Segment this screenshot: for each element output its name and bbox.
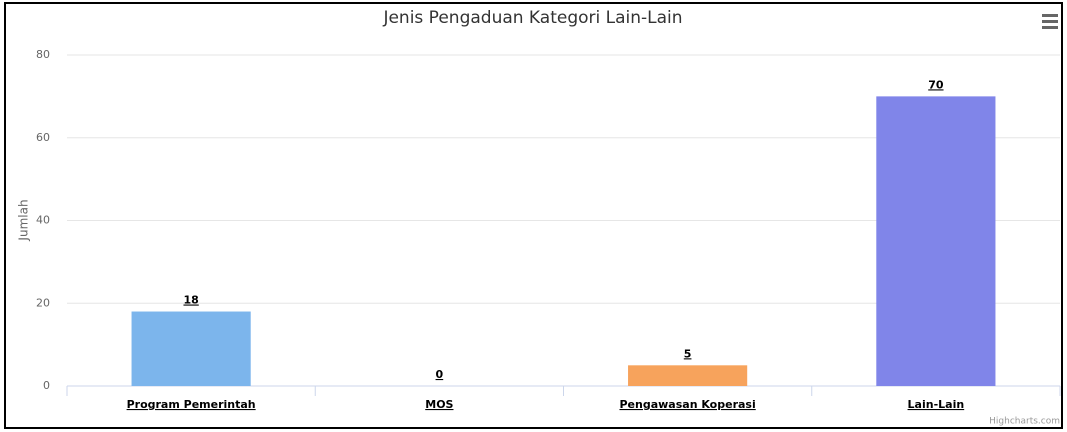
y-tick-label: 20	[36, 296, 50, 309]
x-tick-label: Lain-Lain	[908, 398, 965, 411]
menu-line	[1042, 26, 1058, 29]
bar	[628, 365, 748, 386]
x-tick-label: Program Pemerintah	[127, 398, 256, 411]
y-tick-label: 80	[36, 48, 50, 61]
bar	[876, 96, 996, 386]
bar	[131, 311, 251, 386]
y-tick-label: 40	[36, 214, 50, 227]
data-label: 18	[183, 294, 198, 307]
y-axis-title: Jumlah	[17, 199, 31, 241]
data-label: 0	[436, 368, 444, 381]
chart-title: Jenis Pengaduan Kategori Lain-Lain	[382, 8, 682, 28]
data-label: 5	[684, 347, 692, 360]
menu-button[interactable]	[1042, 14, 1058, 29]
x-tick-label: MOS	[425, 398, 453, 411]
data-label: 70	[928, 78, 944, 91]
credits[interactable]: Highcharts.com	[989, 417, 1060, 427]
menu-line	[1042, 20, 1058, 23]
menu-line	[1042, 14, 1058, 17]
y-tick-label: 0	[43, 379, 50, 392]
y-tick-label: 60	[36, 131, 50, 144]
x-tick-label: Pengawasan Koperasi	[619, 398, 755, 411]
